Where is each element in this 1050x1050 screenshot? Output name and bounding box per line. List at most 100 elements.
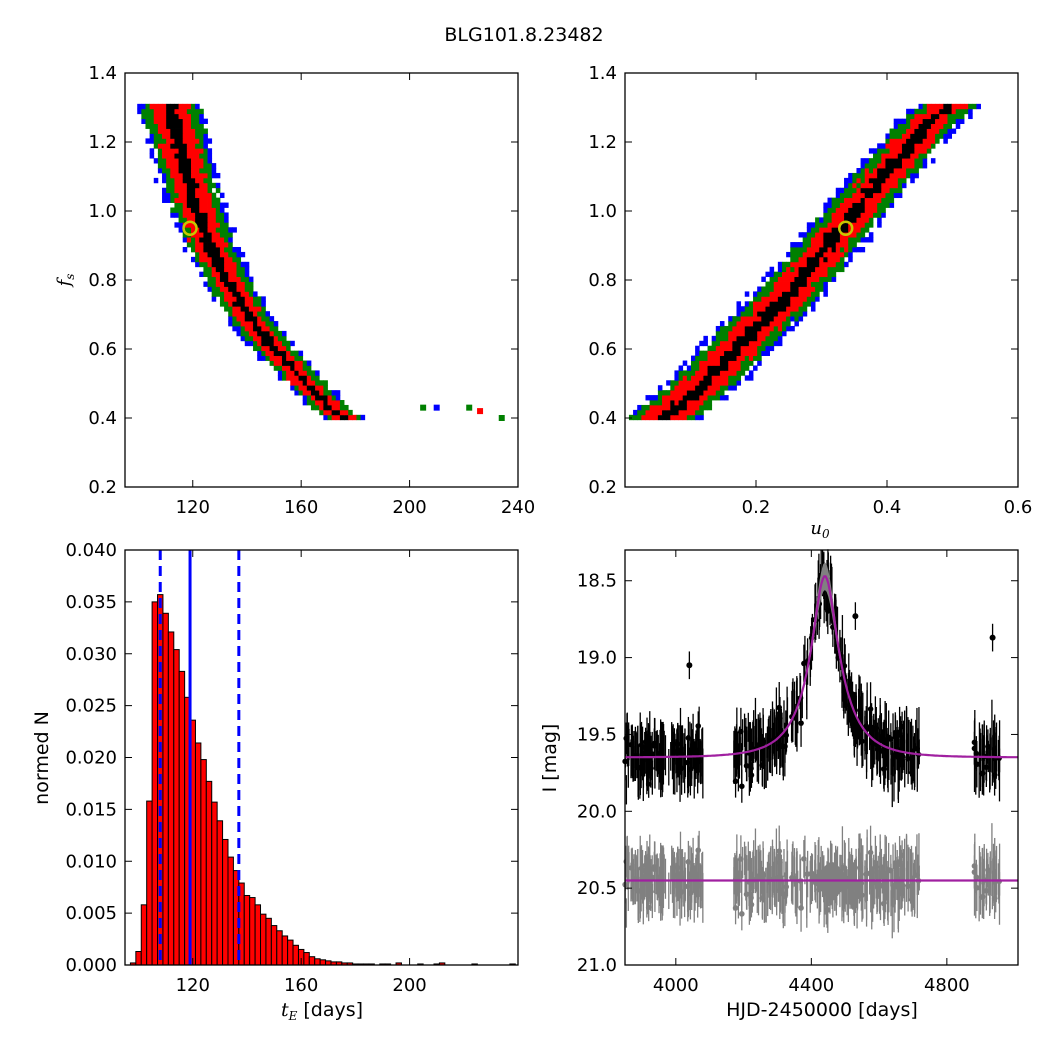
heatmap-cell xyxy=(310,390,316,396)
heatmap-cell xyxy=(628,414,634,421)
heatmap-cell xyxy=(190,133,196,139)
heatmap-cell xyxy=(964,103,969,110)
heatmap-cell xyxy=(897,133,903,139)
heatmap-cell xyxy=(265,330,270,337)
heatmap-cell xyxy=(153,138,159,144)
heatmap-cell xyxy=(724,370,729,376)
heatmap-cell xyxy=(711,395,717,401)
heatmap-cell xyxy=(203,237,208,243)
heatmap-cell xyxy=(724,340,729,347)
heatmap-cell xyxy=(914,158,919,164)
heatmap-cell xyxy=(207,207,213,213)
heatmap-cell xyxy=(182,182,188,189)
heatmap-island xyxy=(433,404,440,411)
heatmap-cell xyxy=(835,266,841,273)
heatmap-cell xyxy=(674,380,679,386)
heatmap-cell xyxy=(839,217,845,223)
heatmap-cell xyxy=(831,256,837,263)
heatmap-cell xyxy=(959,113,965,120)
heatmap-cell xyxy=(277,370,283,376)
heatmap-cell xyxy=(690,390,696,396)
heatmap-cell xyxy=(901,158,907,164)
heatmap-cell xyxy=(930,143,936,149)
heatmap-island xyxy=(477,408,484,415)
heatmap-cell xyxy=(724,395,729,401)
heatmap-cell xyxy=(290,340,295,347)
heatmap-cell xyxy=(678,414,684,421)
heatmap-cell xyxy=(715,395,721,401)
heatmap-cell xyxy=(901,182,907,189)
heatmap-cell xyxy=(257,345,262,352)
heatmap-cell xyxy=(215,246,221,253)
heatmap-cell xyxy=(769,321,775,327)
heatmap-cell xyxy=(244,296,250,302)
heatmap-cell xyxy=(935,103,940,110)
heatmap-cell xyxy=(951,103,957,110)
heatmap-cell xyxy=(910,158,915,164)
heatmap-cell xyxy=(686,385,692,391)
heatmap-cell xyxy=(827,232,833,238)
heatmap-cell xyxy=(852,197,857,203)
heatmap-cell xyxy=(802,306,808,312)
heatmap-cell xyxy=(203,212,208,218)
heatmap-cell xyxy=(753,340,758,347)
heatmap-cell xyxy=(860,168,866,174)
heatmap-cell xyxy=(199,197,204,203)
heatmap-cell xyxy=(736,335,742,342)
heatmap-cell xyxy=(930,138,936,144)
heatmap-cell xyxy=(877,172,882,179)
heatmap-cell xyxy=(897,118,903,124)
heatmap-cell xyxy=(873,177,878,184)
heatmap-cell xyxy=(199,128,204,134)
heatmap-cell xyxy=(282,350,287,356)
heatmap-cell xyxy=(207,172,213,179)
heatmap-cell xyxy=(848,227,853,233)
heatmap-cell xyxy=(195,118,200,124)
data-point xyxy=(888,736,894,742)
heatmap-cell xyxy=(690,385,696,391)
heatmap-cell xyxy=(224,246,229,253)
heatmap-cell xyxy=(145,138,151,144)
heatmap-cell xyxy=(815,271,820,278)
heatmap-cell xyxy=(744,375,750,381)
heatmap-cell xyxy=(906,138,911,144)
heatmap-cell xyxy=(195,202,200,208)
heatmap-cell xyxy=(224,237,229,243)
heatmap-cell xyxy=(715,380,721,386)
heatmap-cell xyxy=(703,390,708,396)
heatmap-cell xyxy=(922,118,928,124)
heatmap-cell xyxy=(310,375,316,381)
heatmap-cell xyxy=(782,301,787,307)
heatmap-cell xyxy=(166,138,171,144)
heatmap-cell xyxy=(773,335,779,342)
heatmap-cell xyxy=(331,395,337,401)
heatmap-cell xyxy=(852,192,857,199)
heatmap-cell xyxy=(170,207,175,213)
heatmap-cell xyxy=(897,153,903,159)
heatmap-cell xyxy=(178,108,184,115)
heatmap-cell xyxy=(955,103,961,110)
heatmap-cell xyxy=(728,345,733,352)
heatmap-cell xyxy=(224,296,229,302)
heatmap-cell xyxy=(224,251,229,258)
heatmap-cell xyxy=(889,143,895,149)
heatmap-cell xyxy=(910,113,915,120)
heatmap-cell xyxy=(335,409,341,416)
heatmap-cell xyxy=(848,246,853,253)
heatmap-cell xyxy=(848,237,853,243)
heatmap-cell xyxy=(740,311,746,317)
histogram-bar xyxy=(260,913,267,966)
heatmap-cell xyxy=(823,246,828,253)
heatmap-cell xyxy=(178,133,184,139)
heatmap-cell xyxy=(964,108,969,115)
heatmap-cell xyxy=(674,390,679,396)
heatmap-cell xyxy=(157,128,163,134)
heatmap-cell xyxy=(910,172,915,179)
heatmap-cell xyxy=(736,311,742,317)
heatmap-cell xyxy=(782,321,787,327)
heatmap-cell xyxy=(815,232,820,238)
heatmap-cell xyxy=(860,227,866,233)
heatmap-cell xyxy=(864,202,870,208)
heatmap-cell xyxy=(195,217,200,223)
heatmap-cell xyxy=(232,291,237,297)
